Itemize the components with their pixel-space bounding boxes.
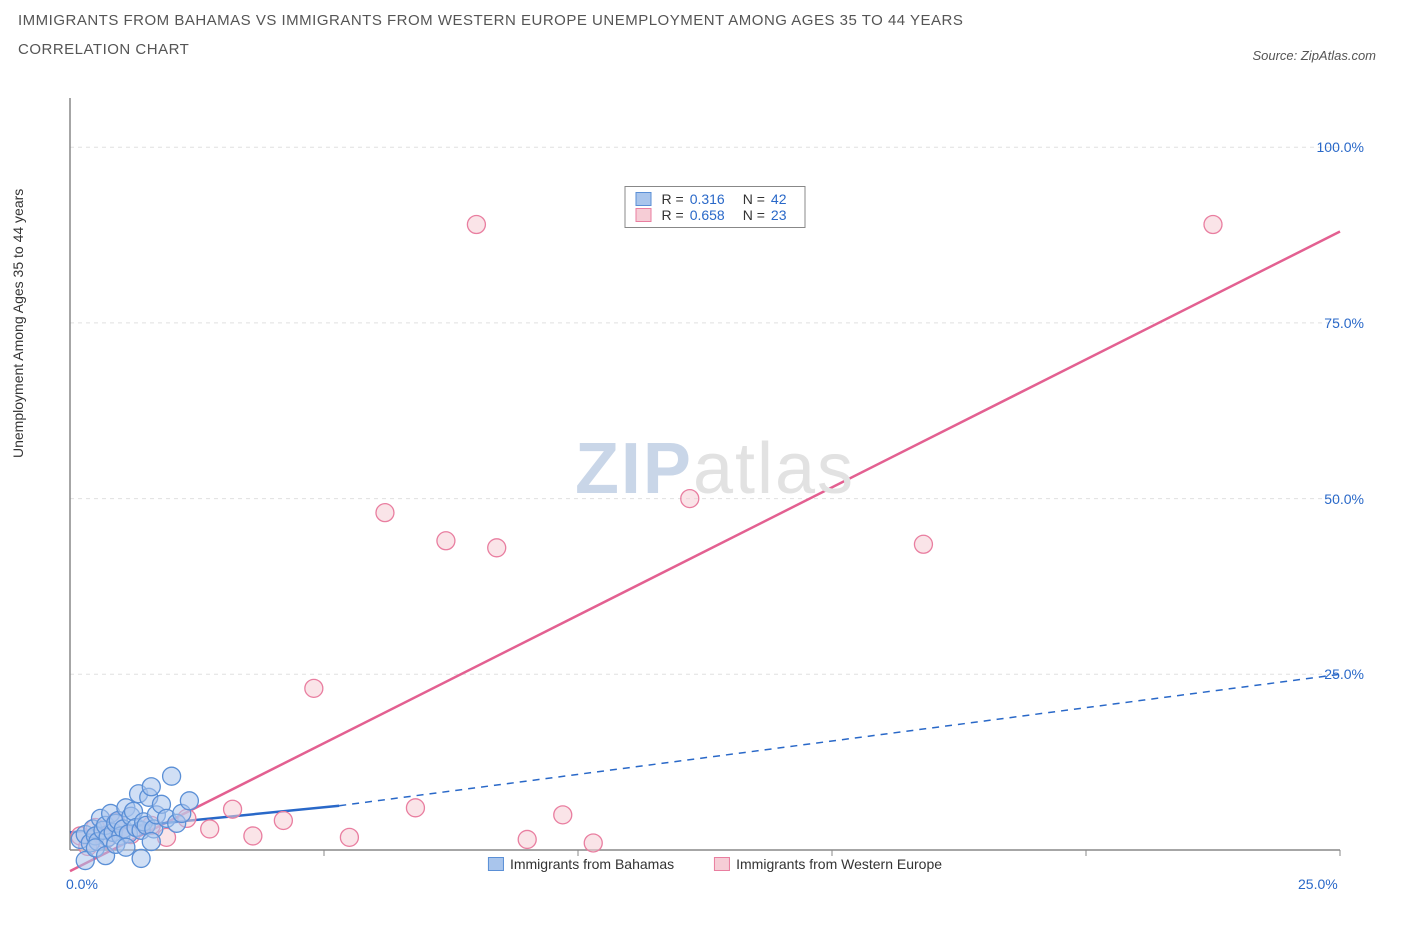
source-attribution: Source: ZipAtlas.com <box>1252 48 1376 63</box>
stat-r-value-2: 0.658 <box>690 207 725 223</box>
title-line2: CORRELATION CHART <box>18 41 1388 58</box>
x-end-label: 25.0% <box>1298 876 1338 892</box>
chart-title-area: IMMIGRANTS FROM BAHAMAS VS IMMIGRANTS FR… <box>0 0 1406 58</box>
y-tick-label: 100.0% <box>1317 139 1364 155</box>
swatch-pink <box>714 857 730 871</box>
swatch-blue <box>636 192 652 206</box>
stat-n-label: N = <box>743 207 765 223</box>
stat-r-label: R = <box>662 191 684 207</box>
series-legend: Immigrants from Bahamas Immigrants from … <box>488 856 942 872</box>
legend-item-bahamas: Immigrants from Bahamas <box>488 856 674 872</box>
y-tick-label: 25.0% <box>1324 666 1364 682</box>
y-tick-label: 50.0% <box>1324 491 1364 507</box>
title-line1: IMMIGRANTS FROM BAHAMAS VS IMMIGRANTS FR… <box>18 12 1388 29</box>
stat-r-value-1: 0.316 <box>690 191 725 207</box>
swatch-pink <box>636 208 652 222</box>
chart-plot-area: ZIPatlas R = 0.316 N = 42 R = 0.658 N = … <box>60 90 1370 880</box>
legend-label-1: Immigrants from Bahamas <box>510 856 674 872</box>
legend-label-2: Immigrants from Western Europe <box>736 856 942 872</box>
swatch-blue <box>488 857 504 871</box>
stat-n-value-2: 23 <box>771 207 787 223</box>
legend-item-western-europe: Immigrants from Western Europe <box>714 856 942 872</box>
y-tick-label: 75.0% <box>1324 315 1364 331</box>
stat-r-label: R = <box>662 207 684 223</box>
stats-row-series1: R = 0.316 N = 42 <box>636 191 795 207</box>
stats-row-series2: R = 0.658 N = 23 <box>636 207 795 223</box>
correlation-stats-box: R = 0.316 N = 42 R = 0.658 N = 23 <box>625 186 806 228</box>
x-origin-label: 0.0% <box>66 876 98 892</box>
stat-n-value-1: 42 <box>771 191 787 207</box>
y-axis-label: Unemployment Among Ages 35 to 44 years <box>10 189 26 458</box>
stat-n-label: N = <box>743 191 765 207</box>
